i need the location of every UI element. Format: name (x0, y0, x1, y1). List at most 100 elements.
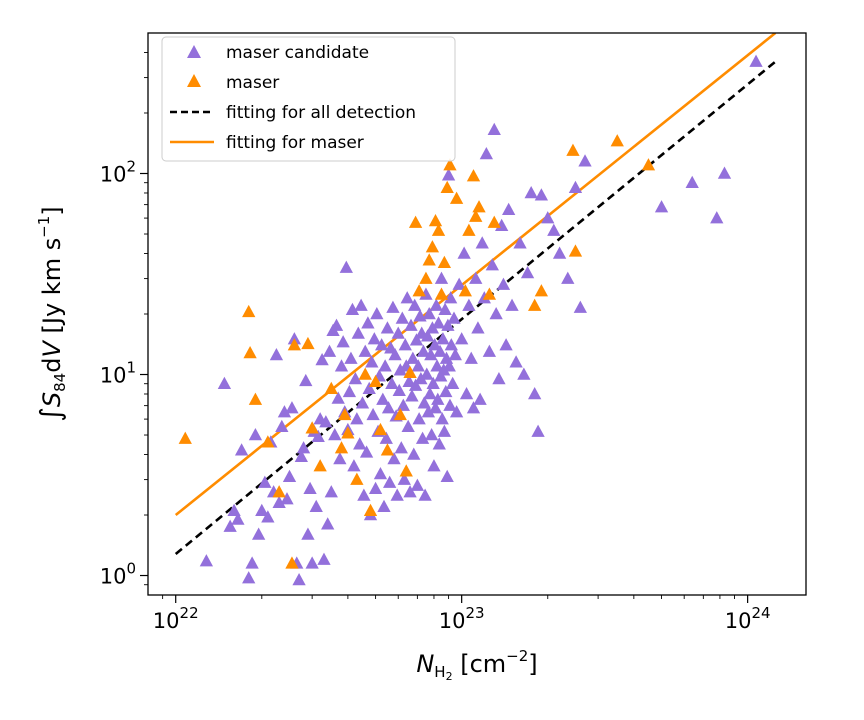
data-point (258, 475, 272, 488)
data-point (440, 180, 454, 193)
data-point (255, 503, 269, 517)
data-point (397, 472, 411, 485)
data-point (430, 359, 444, 372)
data-point (485, 258, 499, 271)
legend-item-fit-maser: fitting for maser (170, 133, 364, 153)
data-point (517, 367, 531, 380)
data-point (749, 54, 763, 67)
data-point (471, 321, 485, 334)
data-point (334, 359, 349, 372)
data-point (383, 475, 397, 488)
data-point (385, 376, 399, 389)
data-point (534, 284, 549, 297)
data-point (424, 428, 439, 441)
data-point (324, 381, 338, 394)
data-point (365, 355, 379, 368)
data-point (406, 351, 420, 364)
data-point (420, 367, 434, 380)
data-point (301, 527, 315, 540)
x-tick-label: 1023 (439, 604, 485, 633)
data-point (419, 287, 433, 300)
data-point (379, 431, 393, 444)
data-point (472, 200, 486, 213)
y-tick-label: 102 (100, 158, 136, 187)
data-point (287, 338, 302, 351)
data-point (388, 348, 402, 361)
data-point (419, 271, 433, 284)
data-point (446, 376, 460, 389)
data-point (449, 191, 464, 204)
data-point (285, 556, 299, 569)
data-point (344, 351, 358, 364)
data-point (392, 383, 406, 397)
legend-label: maser candidate (226, 43, 369, 63)
data-point (431, 392, 445, 405)
data-point (396, 398, 410, 411)
data-point (432, 437, 446, 450)
data-point (368, 374, 383, 388)
x-tick-label: 1024 (725, 604, 771, 633)
data-point (482, 287, 497, 300)
x-axis-label: NH2 [cm−2] (416, 647, 537, 683)
data-point (404, 318, 418, 331)
data-point (424, 348, 438, 361)
data-point (319, 415, 333, 428)
data-point (415, 431, 430, 444)
data-point (223, 519, 237, 532)
data-point (566, 143, 580, 156)
data-point (368, 481, 383, 495)
data-point (248, 428, 263, 441)
data-point (227, 503, 241, 517)
data-point (358, 344, 372, 357)
data-point (331, 391, 345, 404)
data-point (434, 287, 449, 300)
data-point (416, 344, 431, 357)
data-point (437, 424, 452, 437)
data-point (457, 246, 471, 259)
data-point (568, 180, 583, 193)
data-point (248, 392, 263, 405)
data-point (315, 353, 329, 366)
data-point (386, 300, 400, 313)
legend-marker-maser (187, 74, 201, 87)
data-point (380, 443, 395, 456)
data-point (301, 336, 315, 350)
data-point (399, 464, 413, 477)
data-point (261, 435, 275, 448)
data-point (479, 147, 494, 160)
data-point (391, 326, 405, 339)
data-point (641, 158, 656, 171)
data-point (439, 384, 453, 398)
data-point (462, 298, 476, 311)
data-point (568, 244, 583, 257)
data-point (333, 451, 347, 465)
data-point (234, 443, 249, 456)
data-point (573, 300, 587, 313)
data-point (449, 405, 464, 418)
data-point (531, 424, 545, 437)
data-point (324, 485, 338, 498)
data-point (317, 552, 331, 565)
data-point (277, 405, 292, 418)
data-point (520, 265, 535, 279)
data-point (469, 209, 483, 222)
data-point (350, 412, 364, 425)
data-point (403, 485, 417, 498)
data-point (347, 459, 361, 472)
legend-item-maser-candidate: maser candidate (187, 43, 369, 63)
data-point (487, 122, 501, 136)
data-point (381, 401, 396, 414)
data-point (466, 169, 481, 182)
data-point (395, 311, 409, 324)
data-point (710, 211, 724, 224)
data-point (377, 499, 391, 512)
data-point (292, 572, 306, 586)
data-point (362, 381, 376, 394)
data-point (685, 175, 699, 188)
data-point (420, 329, 435, 342)
data-point (282, 469, 297, 483)
data-point (361, 316, 375, 329)
data-point (345, 302, 360, 315)
data-point (455, 332, 469, 345)
